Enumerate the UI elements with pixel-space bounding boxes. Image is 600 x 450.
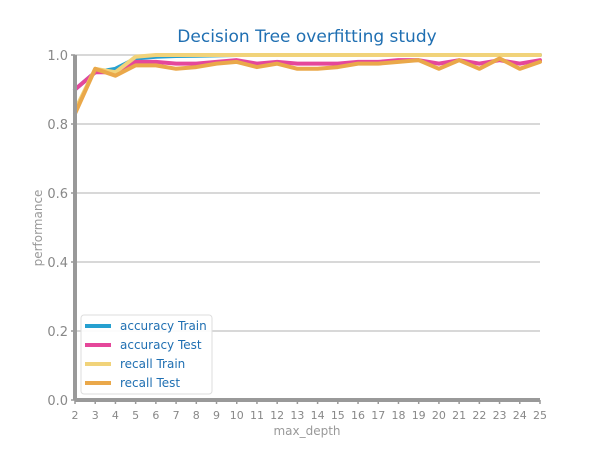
y-axis-label: performance: [31, 190, 45, 267]
x-tick-label: 3: [92, 409, 99, 422]
legend-label: accuracy Test: [120, 338, 202, 352]
y-tick-label: 0.0: [47, 394, 68, 409]
legend-label: accuracy Train: [120, 319, 207, 333]
x-tick-label: 19: [412, 409, 426, 422]
legend-box: [80, 314, 213, 395]
x-tick-label: 23: [493, 409, 507, 422]
x-tick-label: 24: [513, 409, 527, 422]
x-tick-label: 4: [112, 409, 119, 422]
x-tick-label: 15: [331, 409, 345, 422]
grid: [75, 54, 540, 332]
y-tick-label: 0.2: [47, 325, 68, 340]
x-tick-label: 8: [193, 409, 200, 422]
y-tick-label: 1.0: [47, 49, 68, 64]
x-tick-label: 13: [290, 409, 304, 422]
x-tick-label: 18: [391, 409, 405, 422]
legend-label: recall Train: [120, 357, 185, 371]
x-tick-label: 9: [213, 409, 220, 422]
x-tick-label: 5: [132, 409, 139, 422]
legend: accuracy Train accuracy Test recall Train r…: [80, 314, 213, 395]
x-ticks: 2 3 4 5 6 7 8 9 10 11 12 13 14 15 16 17 18 19 20 21 22 23 24 25: [72, 400, 547, 422]
x-tick-label: 14: [311, 409, 325, 422]
x-tick-label: 20: [432, 409, 446, 422]
chart-title: Decision Tree overfitting study: [177, 27, 436, 47]
x-tick-label: 22: [472, 409, 486, 422]
x-tick-label: 16: [351, 409, 365, 422]
y-tick-label: 0.8: [47, 118, 68, 133]
y-ticks: 0.0 0.2 0.4 0.6 0.8 1.0: [47, 49, 75, 409]
series-line-recall-train: [73, 53, 542, 113]
y-tick-label: 0.6: [47, 187, 68, 202]
series-line-recall-test: [73, 56, 542, 116]
x-axis-label: max_depth: [273, 424, 340, 438]
y-tick-label: 0.4: [47, 256, 68, 271]
axes: [73, 55, 540, 402]
x-tick-label: 21: [452, 409, 466, 422]
x-tick-label: 7: [173, 409, 180, 422]
x-tick-label: 11: [250, 409, 264, 422]
x-tick-label: 25: [533, 409, 547, 422]
series-lines: [73, 53, 542, 116]
x-tick-label: 17: [371, 409, 385, 422]
x-tick-label: 6: [152, 409, 159, 422]
legend-label: recall Test: [120, 376, 180, 390]
x-tick-label: 12: [270, 409, 284, 422]
x-tick-label: 10: [230, 409, 244, 422]
x-tick-label: 2: [72, 409, 79, 422]
